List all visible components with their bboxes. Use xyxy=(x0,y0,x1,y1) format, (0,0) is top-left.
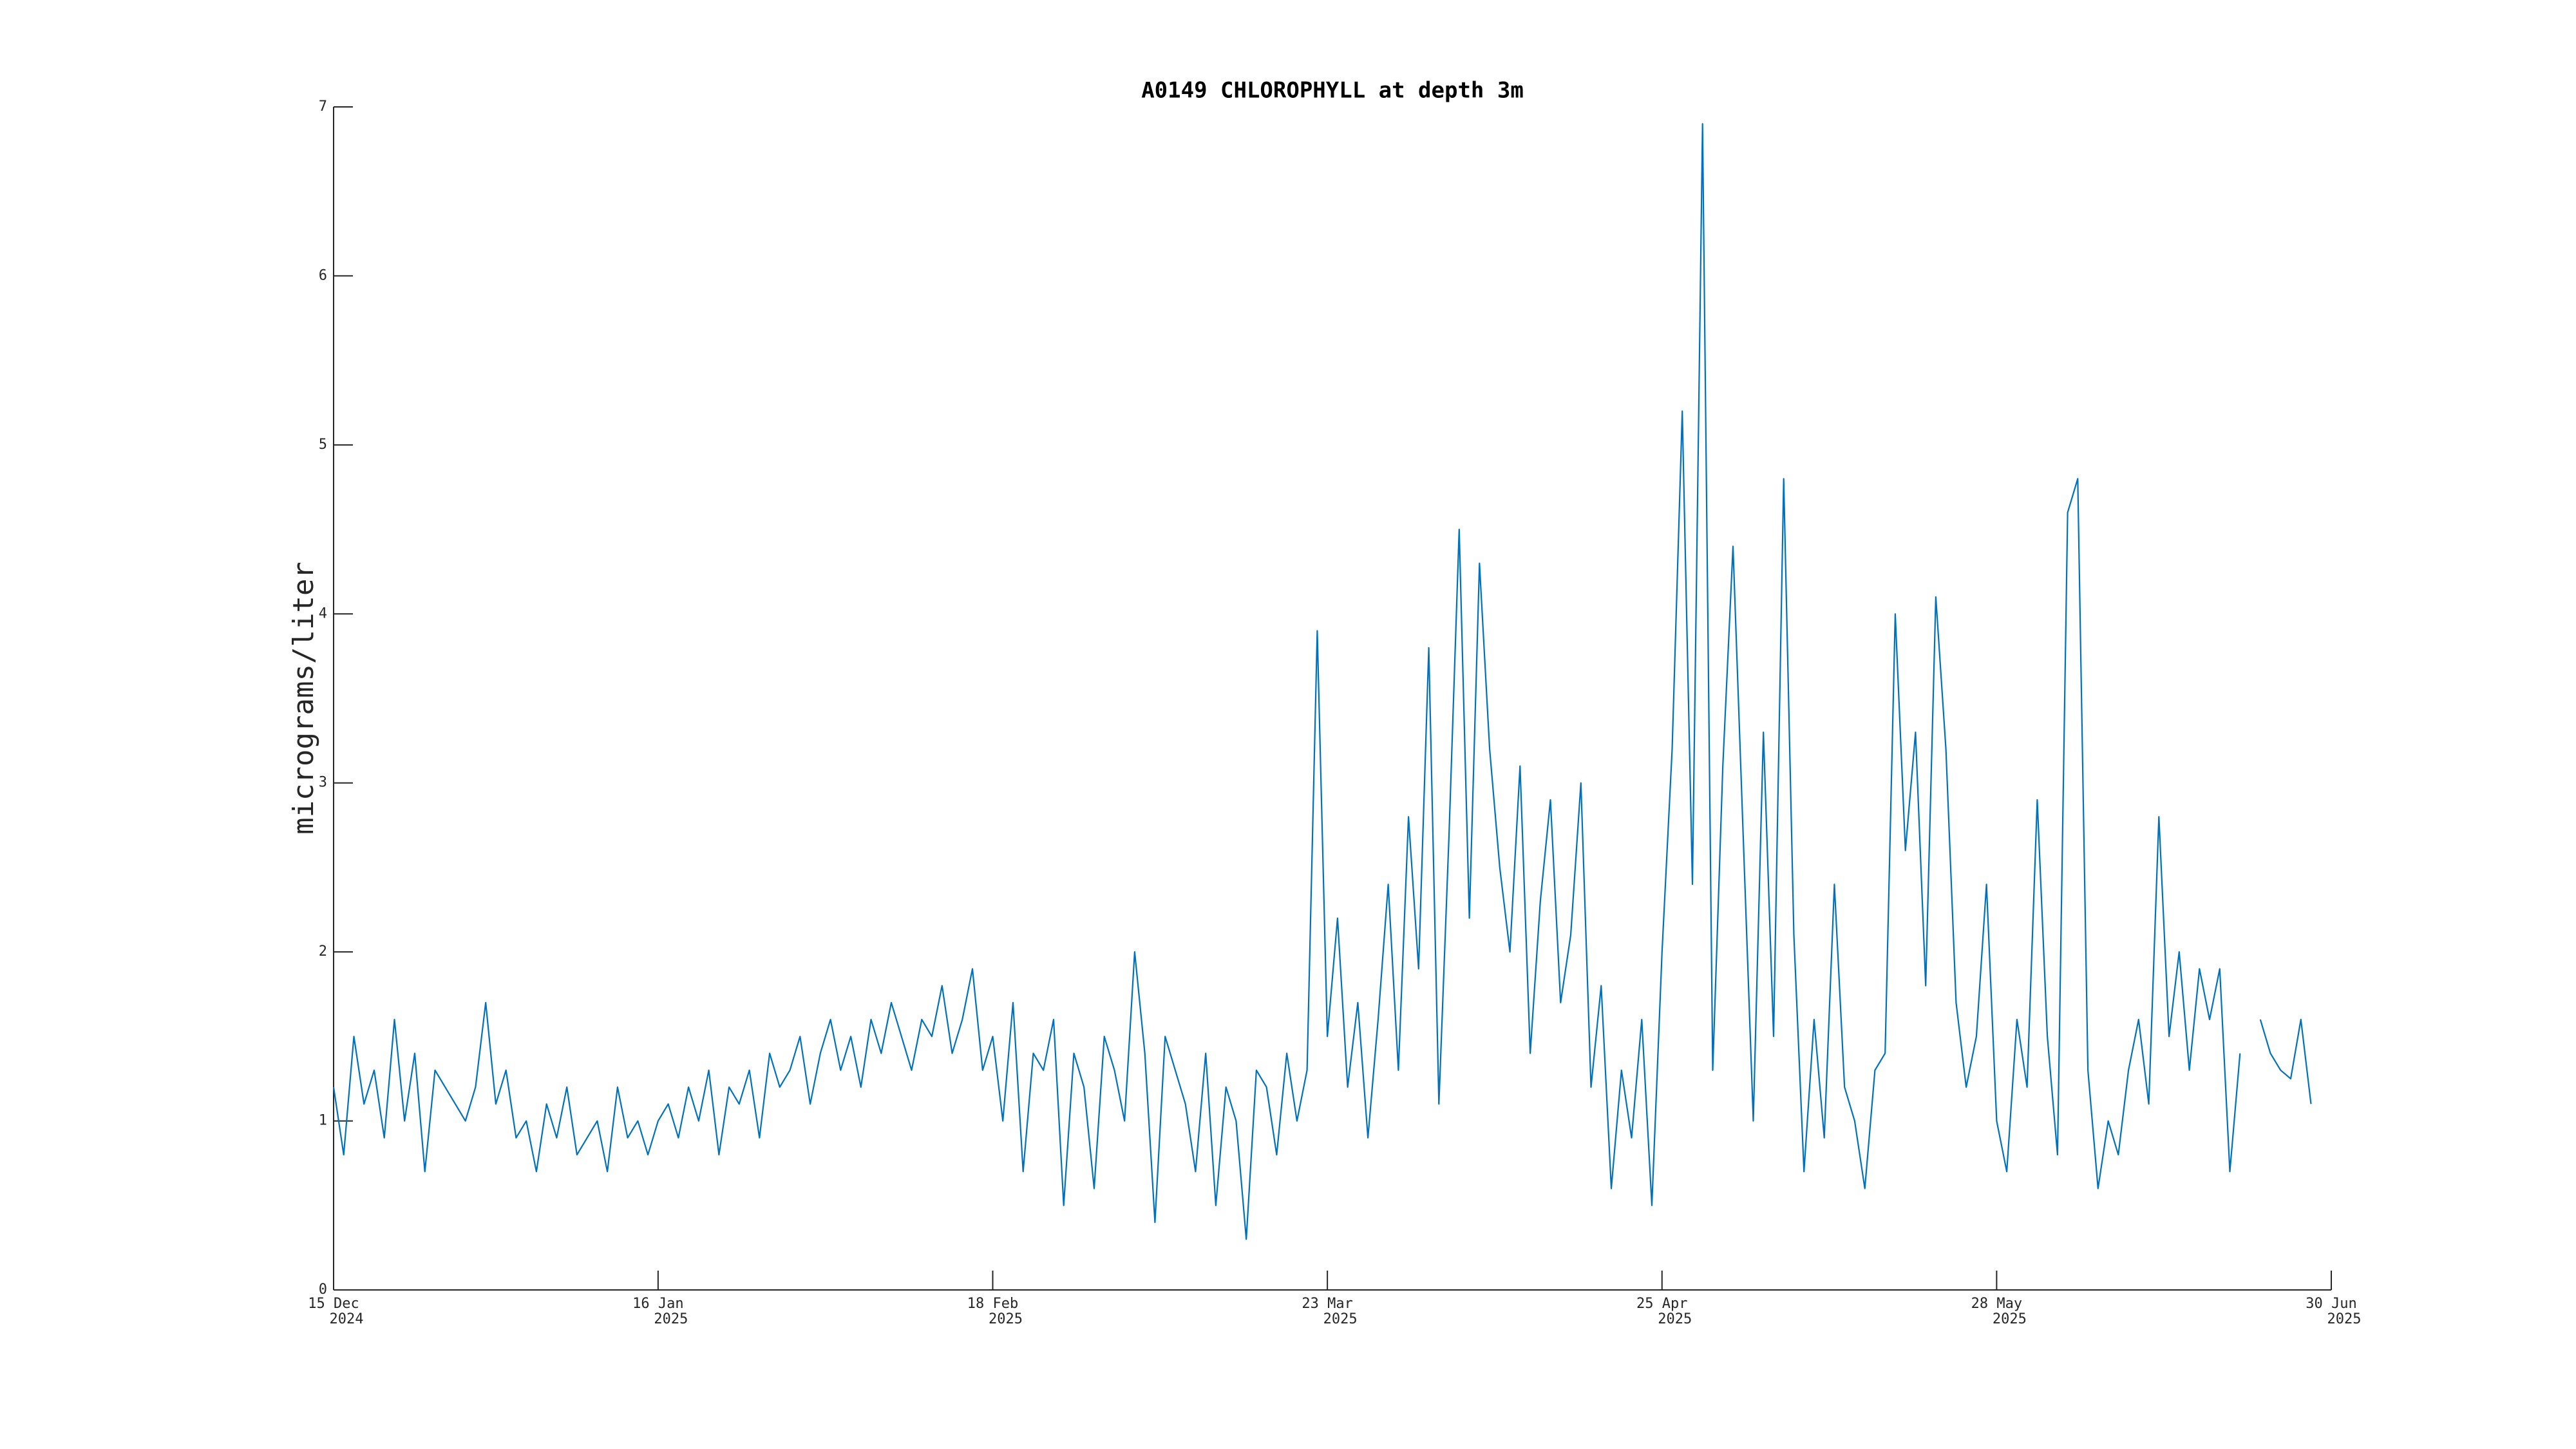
y-tick-label: 0 xyxy=(319,1282,327,1298)
y-tick-label: 7 xyxy=(319,99,327,115)
x-tick-label: 2025 xyxy=(2327,1311,2362,1327)
y-tick-label: 5 xyxy=(319,437,327,453)
data-line xyxy=(332,123,2312,1240)
x-tick-label: 2024 xyxy=(330,1311,364,1327)
y-tick-label: 4 xyxy=(319,605,327,621)
x-tick-label: 23 Mar xyxy=(1302,1296,1352,1312)
x-tick-label: 2025 xyxy=(1993,1311,2027,1327)
x-tick-label: 15 Dec xyxy=(308,1296,359,1312)
y-tick-label: 6 xyxy=(319,267,327,283)
x-tick-label: 2025 xyxy=(1658,1311,1692,1327)
x-tick-label: 16 Jan xyxy=(632,1296,683,1312)
y-tick-label: 1 xyxy=(319,1113,327,1129)
y-tick-label: 2 xyxy=(319,943,327,960)
x-tick-label: 28 May xyxy=(1971,1296,2022,1312)
y-tick-label: 3 xyxy=(319,775,327,791)
x-tick-label: 18 Feb xyxy=(967,1296,1018,1312)
x-tick-label: 25 Apr xyxy=(1636,1296,1687,1312)
x-tick-label: 2025 xyxy=(989,1311,1023,1327)
x-tick-label: 2025 xyxy=(1323,1311,1358,1327)
y-axis-label: micrograms/liter xyxy=(287,562,320,835)
x-tick-label: 30 Jun xyxy=(2306,1296,2356,1312)
chart-title: A0149 CHLOROPHYLL at depth 3m xyxy=(1141,78,1524,104)
x-tick-label: 2025 xyxy=(654,1311,688,1327)
